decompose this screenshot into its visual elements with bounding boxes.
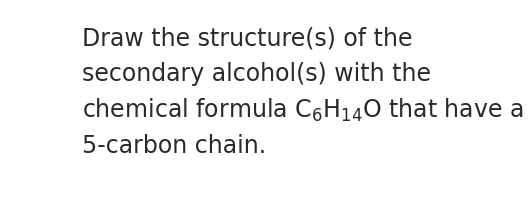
Text: chemical formula $\mathsf{C_{6}H_{14}O}$ that have a: chemical formula $\mathsf{C_{6}H_{14}O}$… [81,96,523,123]
Text: secondary alcohol(s) with the: secondary alcohol(s) with the [81,62,431,86]
Text: Draw the structure(s) of the: Draw the structure(s) of the [81,26,412,50]
Text: 5-carbon chain.: 5-carbon chain. [81,134,266,158]
